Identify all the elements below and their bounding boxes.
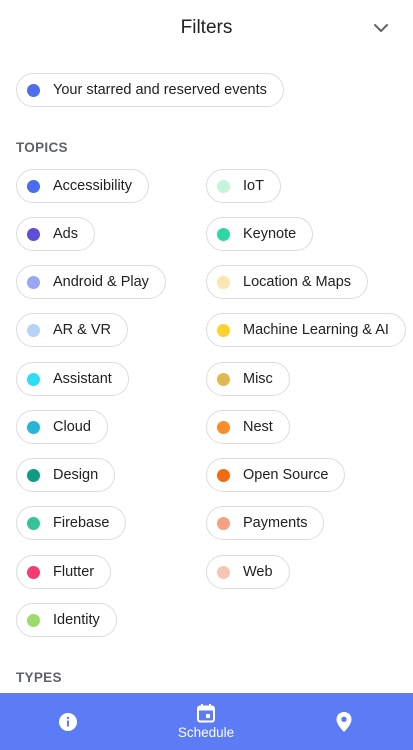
nav-map[interactable] [320,693,368,750]
topic-color-dot [217,275,230,289]
chevron-down-icon[interactable] [373,20,389,36]
topic-label: Firebase [53,515,110,531]
topic-color-dot [27,468,40,482]
types-section-title: TYPES [16,670,62,685]
topic-label: Payments [243,515,308,531]
topic-chip-iot[interactable]: IoT [206,169,281,203]
filters-header: Filters [0,0,413,58]
topic-color-dot [217,565,230,579]
topic-label: Android & Play [53,274,149,290]
topic-label: Cloud [53,419,91,435]
topic-chip-firebase[interactable]: Firebase [16,506,127,540]
topic-color-dot [217,420,230,434]
topic-color-dot [217,516,230,530]
topic-chip-nest[interactable]: Nest [206,410,290,444]
topic-label: Nest [243,419,273,435]
starred-label: Your starred and reserved events [53,82,267,98]
topic-color-dot [217,227,230,241]
topic-chip-android-play[interactable]: Android & Play [16,265,166,299]
topic-color-dot [27,179,40,193]
topic-color-dot [27,516,40,530]
topic-chip-ar-vr[interactable]: AR & VR [16,313,129,347]
topic-chip-assistant[interactable]: Assistant [16,362,129,396]
topic-label: Machine Learning & AI [243,322,389,338]
topic-chip-location-maps[interactable]: Location & Maps [206,265,369,299]
topic-chip-machine-learning-ai[interactable]: Machine Learning & AI [206,313,406,347]
topic-label: Accessibility [53,178,132,194]
topic-label: Flutter [53,564,95,580]
topic-chip-cloud[interactable]: Cloud [16,410,108,444]
map-pin-icon [336,711,352,732]
topic-color-dot [27,372,40,386]
topic-color-dot [217,179,230,193]
starred-events-chip[interactable]: Your starred and reserved events [16,73,284,107]
topic-label: Keynote [243,226,297,242]
topic-color-dot [27,613,40,627]
topic-label: Open Source [243,467,329,483]
topic-label: AR & VR [53,322,112,338]
topic-color-dot [217,468,230,482]
topic-color-dot [27,420,40,434]
topic-color-dot [217,372,230,386]
topic-chip-web[interactable]: Web [206,555,290,589]
topic-label: Ads [53,226,78,242]
topic-chip-keynote[interactable]: Keynote [206,217,314,251]
calendar-icon [197,704,215,723]
nav-schedule-label: Schedule [177,725,235,740]
topic-label: Design [53,467,99,483]
topic-label: IoT [243,178,264,194]
topics-section-title: TOPICS [16,140,68,155]
nav-info[interactable] [44,693,92,750]
starred-color-dot [27,83,40,97]
nav-schedule[interactable]: Schedule [166,693,246,750]
topic-label: Web [243,564,273,580]
topic-label: Misc [243,371,273,387]
topic-color-dot [27,227,40,241]
topic-color-dot [27,275,40,289]
topic-color-dot [27,323,40,337]
topic-label: Identity [53,612,100,628]
topic-chip-accessibility[interactable]: Accessibility [16,169,149,203]
topic-chip-identity[interactable]: Identity [16,603,117,637]
topic-chip-misc[interactable]: Misc [206,362,290,396]
topic-chip-flutter[interactable]: Flutter [16,555,112,589]
page-title: Filters [180,17,233,38]
topic-chip-ads[interactable]: Ads [16,217,95,251]
topic-color-dot [217,323,230,337]
topic-label: Assistant [53,371,112,387]
topic-color-dot [27,565,40,579]
info-icon [59,712,77,731]
topic-label: Location & Maps [243,274,352,290]
topic-chip-design[interactable]: Design [16,458,116,492]
bottom-navigation-bar: Schedule [0,693,413,750]
topic-chip-payments[interactable]: Payments [206,506,325,540]
topic-chip-open-source[interactable]: Open Source [206,458,346,492]
